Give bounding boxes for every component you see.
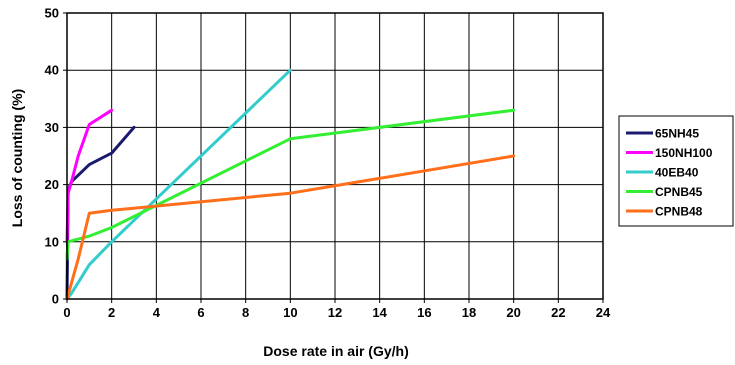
y-tick-label: 0 bbox=[52, 292, 59, 307]
x-tick-label: 6 bbox=[197, 305, 204, 320]
legend: 65NH45 150NH100 40EB40 CPNB45 CPNB48 bbox=[618, 115, 734, 227]
x-axis-title: Dose rate in air (Gy/h) bbox=[263, 343, 408, 359]
y-tick-label: 50 bbox=[45, 6, 59, 21]
legend-label: 40EB40 bbox=[655, 166, 699, 180]
x-tick-label: 22 bbox=[551, 305, 565, 320]
series-line-cpnb45 bbox=[65, 108, 516, 261]
x-tick-label: 24 bbox=[596, 305, 611, 320]
y-tick-label: 20 bbox=[45, 177, 59, 192]
x-tick-label: 14 bbox=[372, 305, 387, 320]
legend-label: 65NH45 bbox=[655, 127, 699, 141]
series-line-40eb40 bbox=[65, 68, 292, 301]
x-tick-label: 12 bbox=[328, 305, 342, 320]
legend-label: CPNB48 bbox=[655, 205, 703, 219]
x-tick-label: 2 bbox=[108, 305, 115, 320]
x-tick-label: 8 bbox=[242, 305, 249, 320]
x-tick-label: 16 bbox=[417, 305, 431, 320]
x-tick-label: 4 bbox=[153, 305, 161, 320]
y-tick-label: 10 bbox=[45, 234, 59, 249]
x-tick-label: 20 bbox=[506, 305, 520, 320]
x-tick-label: 18 bbox=[462, 305, 476, 320]
legend-label: 150NH100 bbox=[655, 146, 713, 160]
y-tick-label: 40 bbox=[45, 63, 59, 78]
y-tick-label: 30 bbox=[45, 120, 59, 135]
x-tick-label: 0 bbox=[63, 305, 70, 320]
axes bbox=[63, 12, 604, 303]
series-line-cpnb48 bbox=[65, 154, 516, 301]
legend-label: CPNB45 bbox=[655, 185, 703, 199]
y-axis-title: Loss of counting (%) bbox=[9, 89, 25, 227]
series-line-150nh100 bbox=[65, 108, 114, 244]
series-group bbox=[65, 68, 516, 301]
x-tick-label: 10 bbox=[283, 305, 297, 320]
